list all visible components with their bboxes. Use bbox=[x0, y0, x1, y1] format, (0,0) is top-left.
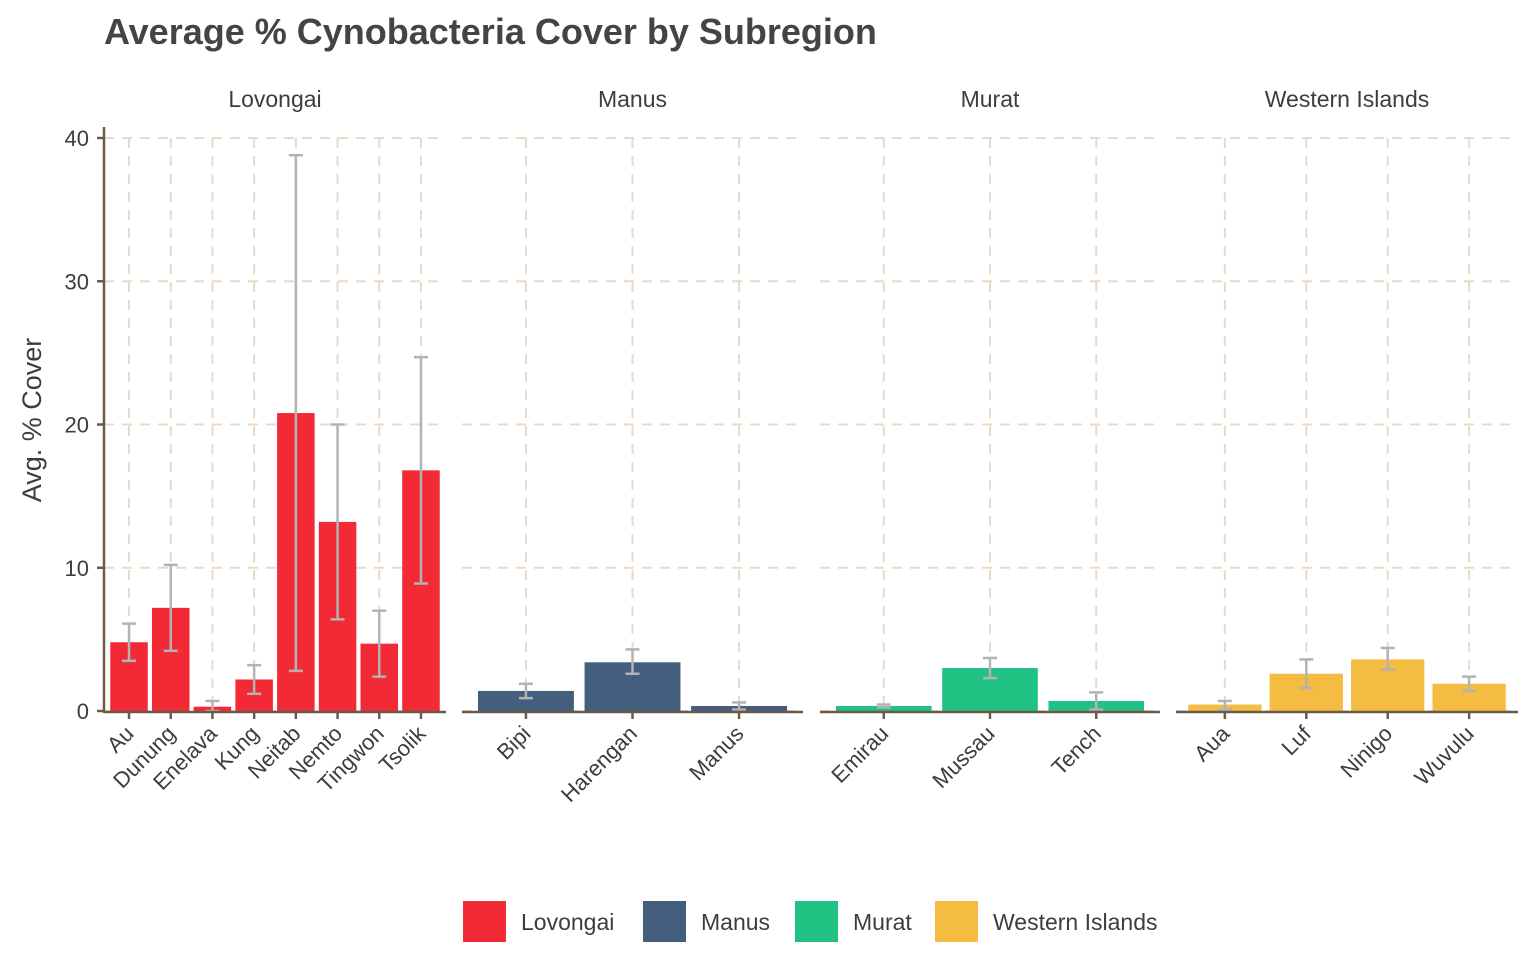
legend-label: Murat bbox=[853, 909, 912, 935]
error-bar-dunung bbox=[163, 563, 178, 653]
x-tick-label-wuvulu: Wuvulu bbox=[1409, 721, 1478, 790]
facet-label: Western Islands bbox=[1265, 86, 1429, 112]
x-tick-label-harengan: Harengan bbox=[556, 721, 642, 807]
error-bar-tench bbox=[1089, 691, 1104, 711]
x-tick-label-emirau: Emirau bbox=[826, 721, 893, 788]
facet-label: Lovongai bbox=[228, 86, 321, 112]
error-bar-nemto bbox=[330, 423, 345, 621]
error-bar-tsolik bbox=[413, 355, 428, 585]
x-tick-label-bipi: Bipi bbox=[492, 721, 536, 765]
error-bar-wuvulu bbox=[1462, 675, 1477, 693]
legend-label: Lovongai bbox=[521, 909, 614, 935]
facet-label: Manus bbox=[598, 86, 667, 112]
y-tick-label: 40 bbox=[65, 126, 89, 151]
panel-western-islands: Western Islands Aua Luf Ninigo Wuvulu bbox=[1176, 86, 1518, 790]
y-tick-label: 30 bbox=[65, 269, 89, 294]
error-bar-manus bbox=[732, 701, 747, 711]
legend-label: Manus bbox=[701, 909, 770, 935]
error-bar-emirau bbox=[876, 703, 891, 709]
plot-area: LovongaiAuDunungEnelavaKungNeitabNemtoTi… bbox=[65, 86, 1518, 807]
error-bar-harengan bbox=[625, 648, 640, 676]
y-axis: 0 10 20 30 40 bbox=[65, 126, 106, 724]
error-bar-luf bbox=[1299, 658, 1314, 690]
y-tick-label: 20 bbox=[65, 413, 89, 438]
x-tick-label-tsolik: Tsolik bbox=[374, 720, 431, 777]
facet-label: Murat bbox=[961, 86, 1020, 112]
legend-item-lovongai: Lovongai bbox=[463, 901, 614, 942]
legend: Lovongai Manus Murat Western Islands bbox=[463, 901, 1157, 942]
error-bar-kung bbox=[247, 663, 262, 696]
legend-swatch bbox=[643, 901, 686, 942]
error-bar-tingwon bbox=[372, 609, 387, 678]
x-tick-label-ninigo: Ninigo bbox=[1335, 721, 1397, 783]
y-tick-label: 10 bbox=[65, 556, 89, 581]
panel-murat: Murat Emirau Mussau Tench bbox=[820, 86, 1160, 793]
panel-manus: Manus Bipi Harengan Manus bbox=[462, 86, 803, 807]
legend-item-western-islands: Western Islands bbox=[935, 901, 1157, 942]
legend-swatch bbox=[935, 901, 978, 942]
error-bar-au bbox=[122, 622, 137, 663]
x-tick-label-manus: Manus bbox=[684, 721, 748, 785]
error-bar-aua bbox=[1217, 699, 1232, 711]
chart-title: Average % Cynobacteria Cover by Subregio… bbox=[104, 11, 877, 52]
error-bar-bipi bbox=[518, 682, 533, 700]
legend-item-murat: Murat bbox=[795, 901, 912, 942]
legend-label: Western Islands bbox=[993, 909, 1157, 935]
legend-item-manus: Manus bbox=[643, 901, 770, 942]
x-tick-label-aua: Aua bbox=[1189, 720, 1235, 766]
panel-lovongai: LovongaiAuDunungEnelavaKungNeitabNemtoTi… bbox=[102, 86, 446, 797]
bar-bipi bbox=[477, 690, 574, 711]
legend-swatch bbox=[463, 901, 506, 942]
error-bar-neitab bbox=[288, 153, 303, 673]
x-tick-label-tench: Tench bbox=[1047, 721, 1106, 780]
legend-swatch bbox=[795, 901, 838, 942]
x-tick-label-luf: Luf bbox=[1277, 720, 1317, 760]
y-tick-label: 0 bbox=[77, 699, 89, 724]
error-bar-mussau bbox=[983, 656, 997, 680]
x-tick-label-mussau: Mussau bbox=[927, 721, 999, 793]
y-axis-title: Avg. % Cover bbox=[17, 338, 47, 503]
error-bar-ninigo bbox=[1380, 646, 1395, 671]
